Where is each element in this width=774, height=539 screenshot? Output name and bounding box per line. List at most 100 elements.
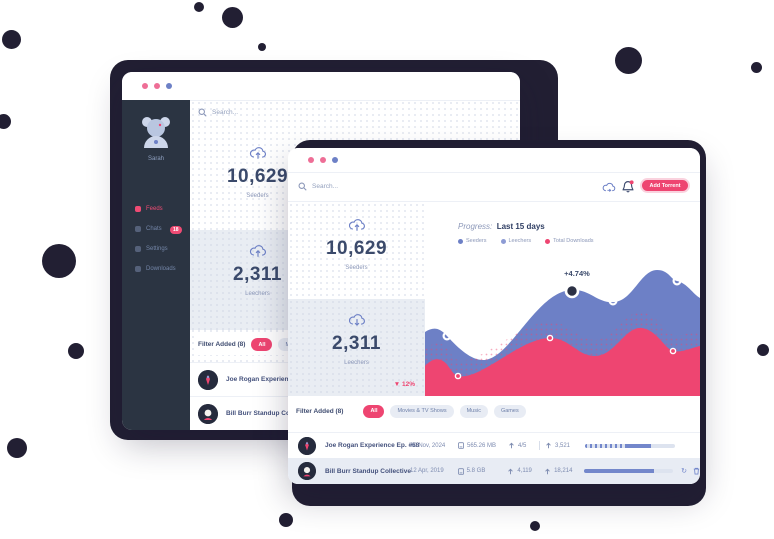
add-torrent-label: Add Torrent (649, 182, 681, 189)
decor-circle (194, 2, 204, 12)
search-icon (198, 108, 207, 117)
torrent-size: 5.8 GB (457, 467, 504, 475)
trash-icon[interactable] (693, 467, 700, 475)
search-input[interactable] (212, 109, 302, 116)
cloud-upload-icon (249, 245, 266, 257)
sidebar-item-label: Settings (146, 246, 168, 252)
filter-row: Filter Added (8) All Movies & TV Shows M… (288, 396, 700, 426)
torrent-avatar (198, 403, 218, 424)
data-point-marker[interactable] (546, 334, 554, 342)
legend-label: Total Downloads (553, 238, 594, 244)
torrent-title: Joe Rogan Experience Ep. #68 (325, 442, 420, 449)
stat-value: 2,311 (233, 264, 282, 285)
sidebar-item-feeds[interactable]: Feeds (135, 206, 163, 212)
search-icon (298, 182, 307, 191)
torrent-uploads: 18,214 (544, 468, 580, 475)
stat-card-seeders: 10,629 Seeders (190, 126, 325, 230)
sidebar-item-label: Downloads (146, 266, 176, 272)
feeds-icon (135, 206, 141, 212)
progress-bar[interactable] (585, 443, 675, 448)
filter-chip-all[interactable]: All (363, 404, 385, 418)
legend-seeders[interactable]: Seeders (458, 238, 487, 244)
chart-panel: Progress: Last 15 days Seeders Leechers … (425, 202, 700, 396)
cloud-upload-icon (249, 147, 266, 159)
cloud-upload-icon (348, 219, 365, 231)
data-point-marker[interactable] (669, 347, 677, 355)
upload-arrow-icon (508, 468, 514, 474)
filter-chip-movies[interactable]: Movies & TV Shows (390, 404, 454, 418)
filter-chip-all[interactable]: All (251, 338, 273, 351)
chats-icon (135, 226, 141, 232)
cloud-sync-icon[interactable] (602, 182, 616, 193)
add-torrent-button[interactable]: Add Torrent (640, 178, 690, 193)
legend-label: Seeders (466, 238, 487, 244)
torrent-date: 30 Nov, 2024 (410, 442, 446, 449)
storage-icon (457, 467, 464, 475)
stat-value: 10,629 (325, 238, 388, 259)
window-control-maximize[interactable] (166, 83, 172, 89)
stat-value: 2,311 (332, 333, 381, 354)
stat-value: 10,629 (226, 166, 289, 187)
storage-icon (458, 442, 464, 449)
highlighted-point[interactable] (564, 283, 580, 299)
window-control-close[interactable] (308, 157, 314, 163)
torrent-uploads: 3,521 (545, 442, 579, 449)
legend-total-downloads[interactable]: Total Downloads (545, 238, 594, 244)
decor-circle (530, 521, 540, 531)
search-input[interactable] (312, 183, 402, 190)
torrent-title: Joe Rogan Experience Ep. #68 (226, 376, 321, 383)
legend-dot-icon (545, 238, 551, 244)
window-control-maximize[interactable] (332, 157, 338, 163)
cloud-download-icon (348, 314, 365, 326)
search-bar[interactable] (298, 182, 402, 191)
refresh-icon[interactable]: ↻ (681, 467, 688, 475)
data-point-marker[interactable] (608, 296, 618, 306)
stat-label: Leechers (245, 291, 270, 297)
torrent-seeds: 4,119 (507, 468, 539, 475)
search-bar[interactable] (198, 108, 302, 117)
sidebar-item-chats[interactable]: Chats (135, 226, 162, 232)
window-control-close[interactable] (142, 83, 148, 89)
stat-label: Leechers (344, 360, 369, 366)
data-point-marker[interactable] (454, 372, 462, 380)
stat-delta: ▼ 12% (393, 381, 415, 388)
filter-chip-music[interactable]: Music (459, 404, 488, 418)
torrent-avatar (298, 436, 316, 455)
chart-title-prefix: Progress: (458, 222, 493, 231)
data-point-marker[interactable] (442, 331, 452, 341)
toolbar: Add Torrent (288, 172, 700, 202)
table-row[interactable]: Bill Burr Standup Collective 12 Apr, 201… (288, 458, 700, 484)
stat-card-leechers: 2,311 Leechers ▼ 12% (288, 299, 425, 396)
legend-leechers[interactable]: Leechers (500, 238, 531, 244)
sidebar-item-label: Chats (146, 226, 162, 232)
table-row[interactable]: Joe Rogan Experience Ep. #68 30 Nov, 202… (288, 432, 700, 458)
downloads-icon (135, 266, 141, 272)
filter-label: Filter Added (8) (198, 341, 246, 348)
decor-circle (68, 343, 84, 359)
filter-chip-games[interactable]: Games (493, 404, 526, 418)
progress-bar[interactable] (583, 469, 674, 473)
area-chart[interactable]: +4.74% (425, 248, 700, 396)
window-control-minimize[interactable] (154, 83, 160, 89)
decor-circle (757, 344, 769, 356)
front-window-titlebar (288, 148, 700, 172)
user-avatar[interactable] (136, 112, 176, 152)
legend-dot-icon (458, 238, 463, 244)
data-point-marker[interactable] (672, 276, 682, 286)
torrent-date: 12 Apr, 2019 (410, 468, 444, 474)
notification-badge: 18 (170, 226, 182, 234)
stat-label: Seeders (246, 193, 269, 199)
upload-arrow-icon (546, 442, 551, 449)
torrent-title: Bill Burr Standup Collective (226, 410, 312, 417)
torrent-title: Bill Burr Standup Collective (325, 467, 411, 475)
back-window-titlebar (122, 72, 520, 100)
bell-icon[interactable] (622, 180, 634, 193)
window-control-minimize[interactable] (320, 157, 326, 163)
sidebar-item-downloads[interactable]: Downloads (135, 266, 176, 272)
decor-circle (751, 62, 762, 73)
divider (539, 441, 540, 450)
sidebar-item-settings[interactable]: Settings (135, 246, 168, 252)
decor-circle (7, 438, 27, 458)
torrent-avatar (198, 369, 218, 390)
legend-dot-icon (500, 238, 506, 244)
